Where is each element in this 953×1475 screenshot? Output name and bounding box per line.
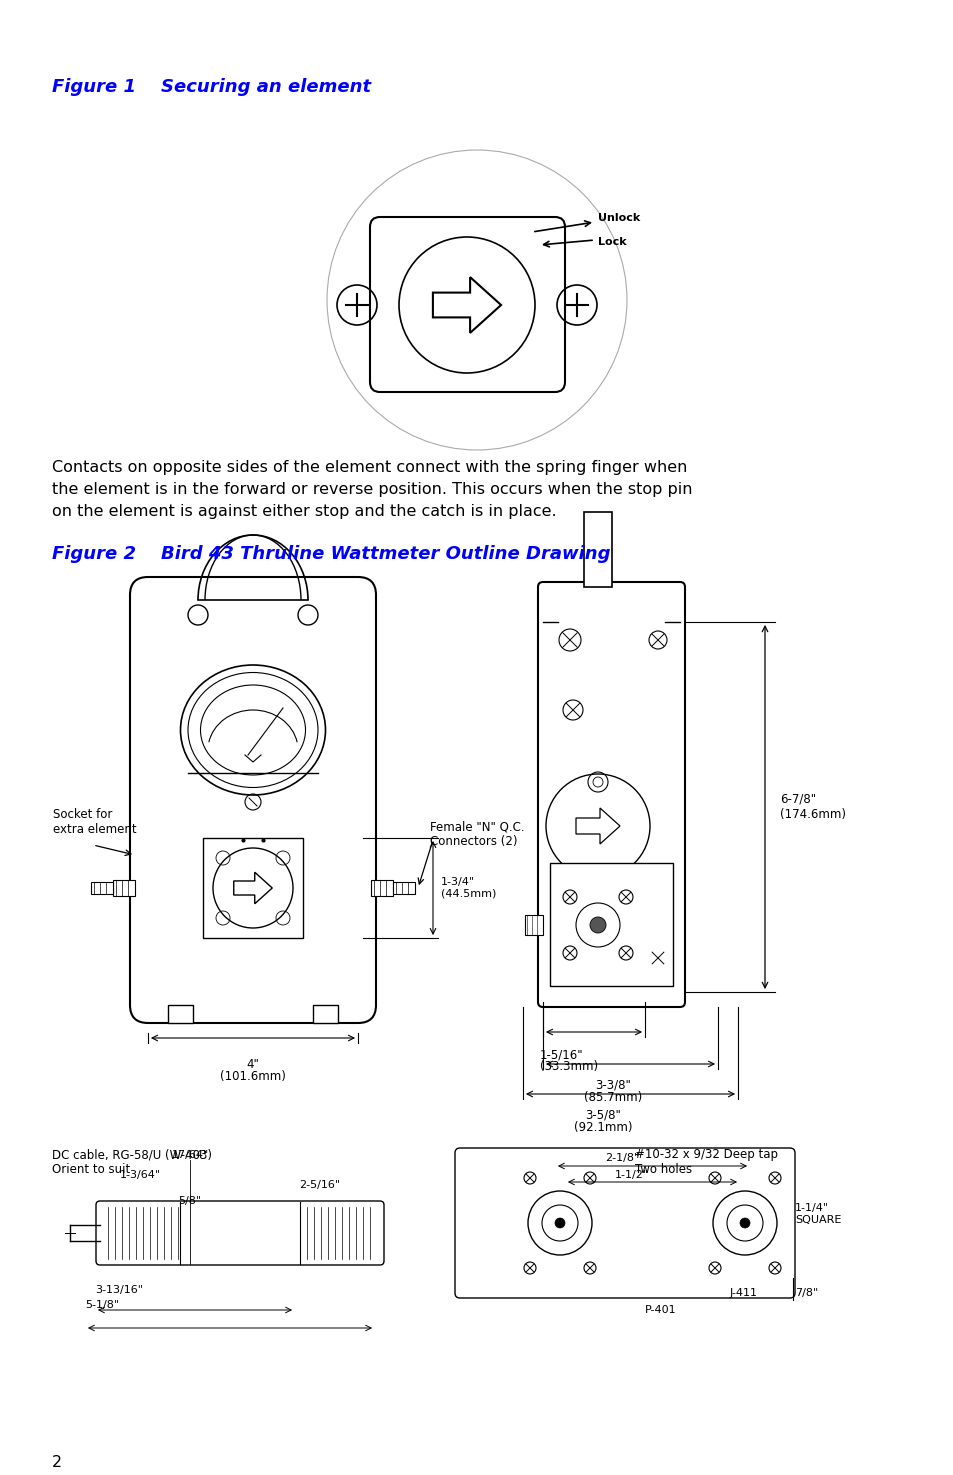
Text: 1-3/4"
(44.5mm): 1-3/4" (44.5mm) xyxy=(440,878,496,898)
Bar xyxy=(112,881,135,895)
Text: Figure 1    Securing an element: Figure 1 Securing an element xyxy=(52,78,371,96)
Text: (33.3mm): (33.3mm) xyxy=(539,1061,598,1072)
Text: 2: 2 xyxy=(52,1454,62,1471)
Bar xyxy=(91,882,112,894)
Circle shape xyxy=(297,605,317,625)
Text: 7/8": 7/8" xyxy=(794,1288,818,1298)
Text: 1-1/4"
SQUARE: 1-1/4" SQUARE xyxy=(794,1204,841,1224)
Text: #10-32 x 9/32 Deep tap
Two holes: #10-32 x 9/32 Deep tap Two holes xyxy=(635,1148,778,1176)
Text: Female "N" Q.C.
Connectors (2): Female "N" Q.C. Connectors (2) xyxy=(430,820,524,848)
Text: 3-3/8": 3-3/8" xyxy=(595,1080,630,1092)
Bar xyxy=(393,882,415,894)
Bar xyxy=(371,881,393,895)
Text: 5/8": 5/8" xyxy=(178,1196,201,1207)
Ellipse shape xyxy=(200,684,305,774)
Text: P-401: P-401 xyxy=(644,1305,676,1316)
Text: 2-1/8": 2-1/8" xyxy=(604,1153,639,1162)
Text: 1-5/16": 1-5/16" xyxy=(539,1049,583,1061)
Bar xyxy=(168,1004,193,1024)
FancyBboxPatch shape xyxy=(455,1148,794,1298)
Text: 2-5/16": 2-5/16" xyxy=(299,1180,340,1190)
Text: Lock: Lock xyxy=(598,237,626,246)
Text: (85.7mm): (85.7mm) xyxy=(583,1092,641,1103)
Text: 1-3/64": 1-3/64" xyxy=(119,1170,160,1180)
Text: DC cable, RG-58/U (W-403)
Orient to suit: DC cable, RG-58/U (W-403) Orient to suit xyxy=(52,1148,212,1176)
Ellipse shape xyxy=(188,673,317,788)
Bar xyxy=(524,914,542,935)
FancyBboxPatch shape xyxy=(203,838,303,938)
Text: J-411: J-411 xyxy=(729,1288,758,1298)
Circle shape xyxy=(589,917,605,934)
Text: 1-1/2": 1-1/2" xyxy=(615,1170,648,1180)
Ellipse shape xyxy=(180,665,325,795)
Bar xyxy=(313,1004,337,1024)
Text: (92.1mm): (92.1mm) xyxy=(573,1121,632,1134)
FancyBboxPatch shape xyxy=(96,1201,384,1266)
Text: Unlock: Unlock xyxy=(598,212,639,223)
Text: 3-13/16": 3-13/16" xyxy=(95,1285,143,1295)
FancyBboxPatch shape xyxy=(130,577,375,1024)
Circle shape xyxy=(555,1218,564,1229)
Text: 6-7/8"
(174.6mm): 6-7/8" (174.6mm) xyxy=(780,794,845,822)
Text: (101.6mm): (101.6mm) xyxy=(220,1069,286,1083)
Text: Contacts on opposite sides of the element connect with the spring finger when
th: Contacts on opposite sides of the elemen… xyxy=(52,460,692,519)
Circle shape xyxy=(740,1218,749,1229)
Text: Socket for
extra element: Socket for extra element xyxy=(53,808,136,836)
Bar xyxy=(583,512,612,587)
Bar xyxy=(550,863,672,985)
Text: Figure 2    Bird 43 Thruline Wattmeter Outline Drawing: Figure 2 Bird 43 Thruline Wattmeter Outl… xyxy=(52,544,610,563)
FancyBboxPatch shape xyxy=(370,217,564,392)
FancyBboxPatch shape xyxy=(537,583,684,1007)
Text: 3-5/8": 3-5/8" xyxy=(584,1109,620,1122)
Text: 17/64": 17/64" xyxy=(172,1150,209,1159)
Text: 5-1/8": 5-1/8" xyxy=(85,1299,119,1310)
Circle shape xyxy=(188,605,208,625)
Text: 4": 4" xyxy=(246,1058,259,1071)
